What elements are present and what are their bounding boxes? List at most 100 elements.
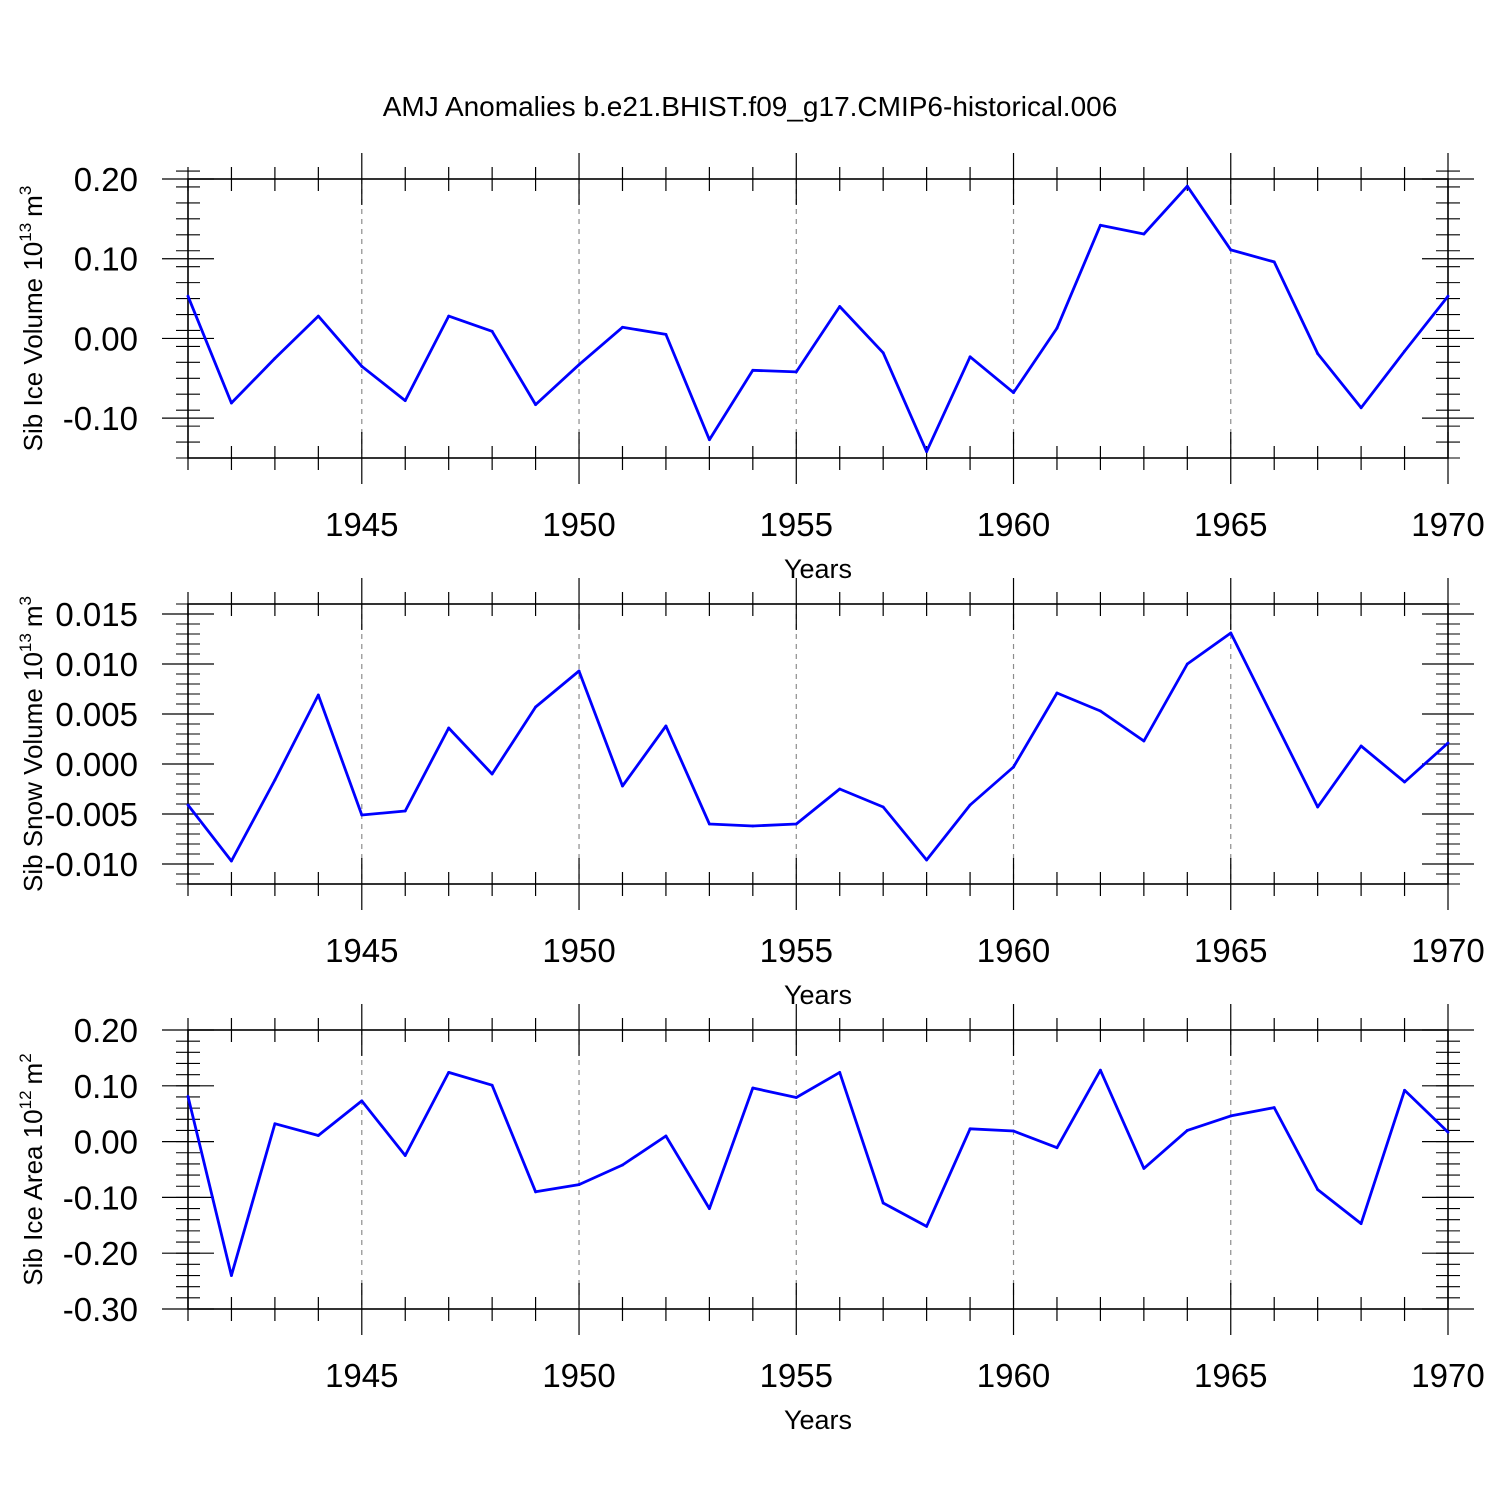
x-tick-label: 1955 — [760, 1357, 833, 1394]
data-point — [1359, 406, 1363, 410]
x-tick-label: 1945 — [325, 506, 398, 543]
data-point — [1055, 1146, 1059, 1150]
y-axis-title-exponent: 13 — [16, 223, 35, 242]
y-axis-title: Sib Snow Volume 1013 m3 — [16, 596, 48, 892]
data-point — [1359, 1222, 1363, 1226]
plot-frame — [187, 603, 1449, 885]
data-point — [925, 450, 929, 454]
data-point — [1185, 662, 1189, 666]
panel-1: 0.20 0.10 0.00 -0.10 1945 1950 1955 1960 1965 197… — [16, 153, 1485, 584]
y-axis-title: Sib Ice Volume 1013 m3 — [16, 186, 48, 452]
data-point — [490, 329, 494, 333]
data-point — [1229, 248, 1233, 252]
data-point — [1142, 232, 1146, 236]
y-tick-label: 0.00 — [74, 320, 138, 357]
data-point — [968, 355, 972, 359]
x-axis-title: Years — [784, 554, 852, 584]
data-point — [534, 403, 537, 406]
data-point — [447, 1071, 451, 1074]
data-point — [1446, 1130, 1450, 1134]
data-point — [1099, 223, 1102, 227]
data-point — [664, 1134, 668, 1138]
data-point — [664, 333, 668, 336]
data-point — [751, 368, 755, 372]
data-point — [1359, 744, 1363, 748]
data-point — [273, 778, 277, 782]
data-point — [1272, 1106, 1276, 1109]
data-point — [751, 1086, 755, 1090]
x-tick-label: 1960 — [977, 932, 1050, 969]
data-point — [1012, 391, 1015, 395]
data-point — [707, 822, 711, 826]
panel-2: 0.015 0.010 0.005 0.000 -0.005 -0.010 1945 1950… — [16, 578, 1485, 1010]
y-tick-label: 0.10 — [74, 1068, 138, 1105]
data-point — [403, 1154, 407, 1157]
y-axis-title-text: Sib Snow Volume 10 — [18, 652, 48, 892]
y-tick-label: 0.10 — [74, 241, 138, 278]
data-point — [273, 356, 277, 360]
x-tick-label: 1945 — [325, 932, 398, 969]
x-tick-label: 1970 — [1411, 506, 1484, 543]
data-point — [1403, 780, 1406, 784]
y-tick-label: -0.005 — [44, 796, 138, 833]
x-tick-label: 1965 — [1194, 932, 1267, 969]
data-point — [360, 364, 364, 368]
y-axis-title-text: Sib Ice Area 10 — [18, 1109, 48, 1285]
data-point — [403, 809, 407, 813]
data-point — [881, 351, 885, 355]
y-tick-label: 0.00 — [74, 1124, 138, 1161]
y-axis-title-unit: m — [18, 1063, 48, 1085]
y-axis-title-unit-exponent: 2 — [16, 1053, 35, 1062]
data-point — [1446, 294, 1450, 298]
series-line — [186, 184, 1450, 454]
series-line — [186, 1068, 1449, 1277]
data-point — [1316, 1188, 1320, 1191]
y-tick-label: 0.015 — [55, 596, 138, 633]
y-axis-title-exponent: 12 — [16, 1090, 35, 1109]
data-point — [534, 705, 537, 709]
panels: 0.20 0.10 0.00 -0.10 1945 1950 1955 1960 1965 197… — [16, 153, 1485, 1435]
y-tick-label: 0.20 — [74, 1012, 138, 1049]
y-tick-label: 0.000 — [55, 746, 138, 783]
data-point — [577, 1183, 581, 1186]
data-point — [1055, 691, 1059, 695]
data-point — [794, 1096, 798, 1099]
data-point — [968, 1127, 972, 1131]
x-tick-label: 1955 — [760, 506, 833, 543]
y-axis-title-unit-exponent: 3 — [16, 186, 35, 195]
y-tick-label: 0.010 — [55, 646, 138, 683]
data-point — [1446, 741, 1450, 745]
data-point — [1229, 1114, 1233, 1118]
data-point — [707, 438, 711, 442]
data-point — [186, 1095, 190, 1098]
y-axis-title: Sib Ice Area 1012 m2 — [16, 1053, 48, 1285]
y-axis-title-unit: m — [18, 605, 48, 627]
data-point — [1012, 765, 1015, 769]
y-tick-label: 0.20 — [74, 161, 138, 198]
data-point — [316, 1134, 320, 1137]
data-point — [316, 314, 320, 318]
plot-frame — [187, 178, 1449, 459]
data-point — [925, 858, 929, 862]
data-point — [1272, 718, 1276, 722]
data-point — [273, 1122, 277, 1126]
x-tick-label: 1965 — [1194, 506, 1267, 543]
data-point — [925, 1225, 929, 1228]
y-tick-label: -0.010 — [44, 846, 138, 883]
data-point — [577, 669, 581, 673]
x-tick-label: 1945 — [325, 1357, 398, 1394]
data-point — [1099, 1068, 1102, 1072]
figure-title: AMJ Anomalies b.e21.BHIST.f09_g17.CMIP6-… — [383, 91, 1118, 122]
y-tick-label: -0.10 — [63, 400, 138, 437]
data-point — [1142, 739, 1146, 743]
panel-3: 0.20 0.10 0.00 -0.10 -0.20 -0.30 1945 1950 1955 1… — [16, 1004, 1485, 1435]
data-point — [230, 1274, 233, 1277]
data-point — [403, 399, 407, 403]
data-point — [707, 1207, 711, 1210]
plot-frame — [187, 1029, 1449, 1310]
data-point — [1272, 260, 1276, 264]
data-point — [1185, 184, 1189, 188]
x-tick-label: 1960 — [977, 506, 1050, 543]
data-point — [230, 401, 233, 405]
data-point — [838, 1071, 842, 1074]
